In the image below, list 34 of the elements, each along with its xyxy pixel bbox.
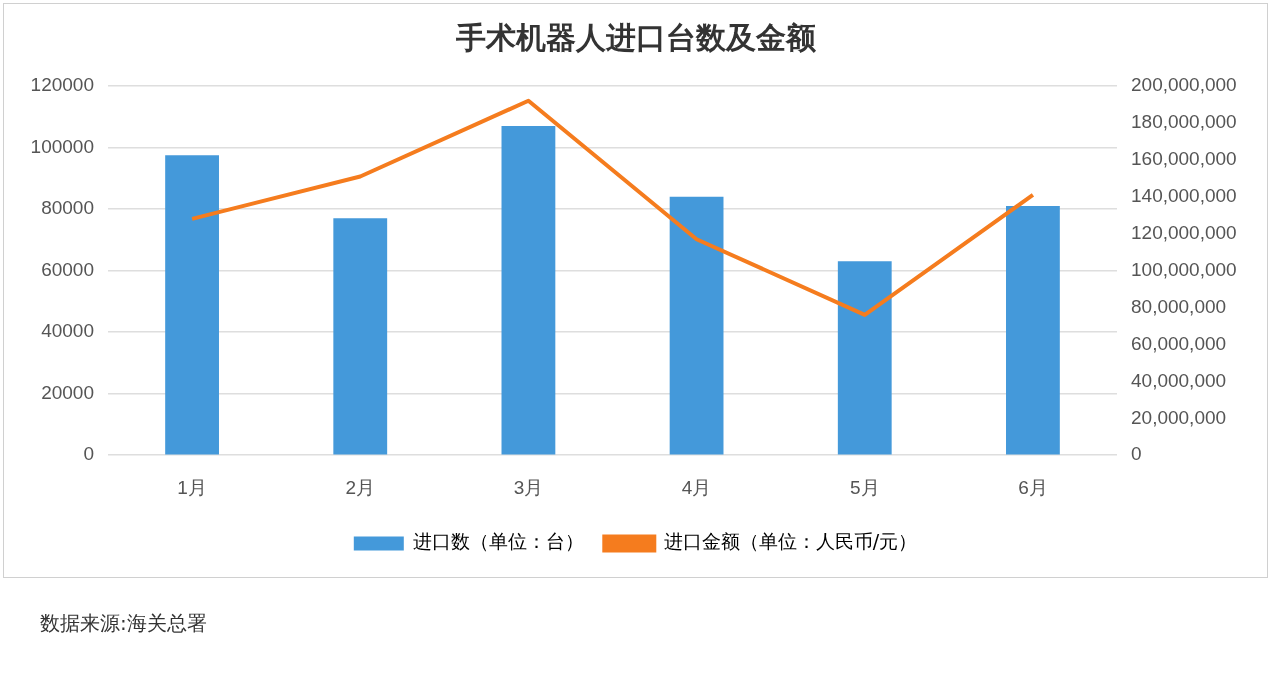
y-tick-label: 20000 [41,381,94,403]
y2-tick-label: 200,000,000 [1131,74,1237,96]
bar [1006,205,1060,455]
bar [669,196,724,455]
y-tick-label: 60000 [41,258,94,280]
legend-label: 进口金额（单位：人民币/元） [663,530,918,553]
y2-tick-label: 100,000,000 [1131,258,1237,280]
y-tick-label: 40000 [41,320,94,342]
y2-tick-label: 80,000,000 [1131,295,1227,317]
x-tick-label: 2月 [345,476,376,498]
y2-tick-label: 140,000,000 [1131,184,1237,206]
x-tick-label: 5月 [849,476,880,498]
y2-tick-label: 60,000,000 [1131,332,1227,354]
bar [165,155,219,455]
y-tick-label: 0 [83,443,94,465]
y2-tick-label: 0 [1131,443,1142,465]
chart-title: 手术机器人进口台数及金额 [454,19,816,55]
y2-tick-label: 20,000,000 [1131,406,1227,428]
source-note: 数据来源:海关总署 [40,610,207,637]
y-tick-label: 120000 [30,74,94,96]
y2-tick-label: 120,000,000 [1131,221,1237,243]
y-tick-label: 80000 [41,197,94,219]
bar [501,126,556,455]
x-tick-label: 6月 [1018,476,1048,498]
x-tick-label: 3月 [513,476,544,498]
bar [333,218,388,455]
legend-label: 进口数（单位：台） [413,530,585,553]
y2-tick-label: 160,000,000 [1131,148,1237,170]
y-tick-label: 100000 [30,135,94,157]
x-tick-label: 1月 [177,476,207,498]
y2-tick-label: 40,000,000 [1131,369,1227,391]
bar [837,261,892,455]
x-tick-label: 4月 [681,476,712,498]
y2-tick-label: 180,000,000 [1131,111,1237,133]
